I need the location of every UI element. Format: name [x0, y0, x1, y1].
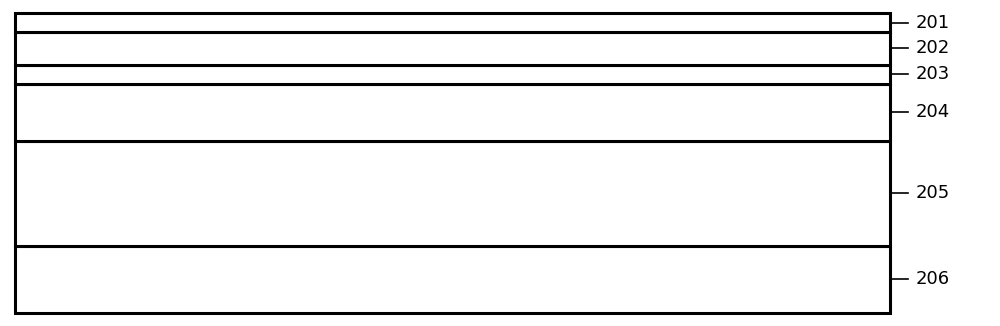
Text: 206: 206	[916, 270, 950, 289]
Bar	[15, 32, 890, 65]
Text: 204: 204	[916, 103, 950, 121]
Text: 205: 205	[916, 184, 950, 202]
Bar	[15, 84, 890, 141]
Text: 203: 203	[916, 65, 950, 83]
Bar	[15, 246, 890, 313]
Bar	[15, 13, 890, 32]
Text: 202: 202	[916, 39, 950, 57]
Text: 201: 201	[916, 13, 950, 32]
Bar	[15, 141, 890, 246]
Bar	[15, 65, 890, 84]
